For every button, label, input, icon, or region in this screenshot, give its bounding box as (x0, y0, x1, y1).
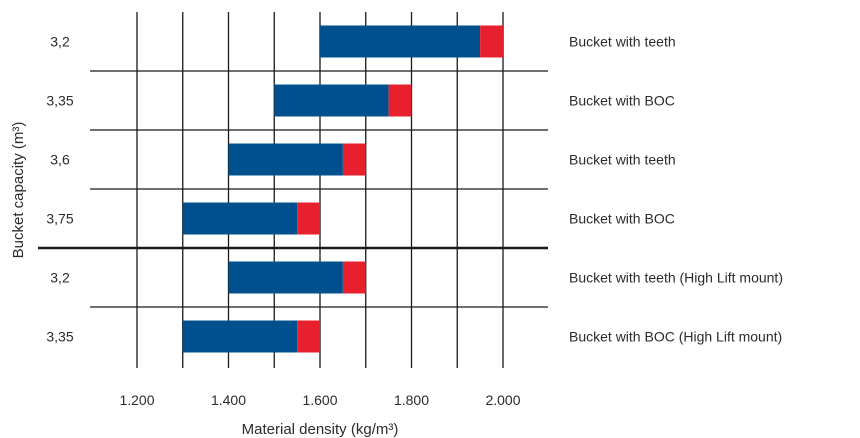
bar-main-row-5 (228, 261, 343, 294)
description-label-row-4: Bucket with BOC (569, 211, 675, 227)
x-tick-label-1600: 1.600 (302, 392, 337, 408)
description-label-row-2: Bucket with BOC (569, 93, 675, 109)
x-tick-label-1200: 1.200 (119, 392, 154, 408)
bar-extension-row-5 (342, 261, 366, 294)
bar-main-row-1 (320, 25, 481, 58)
bar-extension-row-1 (480, 25, 503, 58)
bar-extension-row-2 (388, 84, 412, 117)
capacity-label-row-5: 3,2 (50, 270, 70, 286)
x-tick-label-1400: 1.400 (211, 392, 246, 408)
labels: Bucket capacity (m³) Material density (k… (10, 34, 783, 438)
bar-main-row-6 (182, 320, 298, 353)
x-tick-label-2000: 2.000 (485, 392, 520, 408)
description-label-row-5: Bucket with teeth (High Lift mount) (569, 270, 783, 286)
bar-main-row-2 (274, 84, 389, 117)
capacity-label-row-2: 3,35 (46, 93, 73, 109)
bar-main-row-4 (182, 202, 298, 235)
description-label-row-3: Bucket with teeth (569, 152, 676, 168)
x-tick-label-1800: 1.800 (394, 392, 429, 408)
capacity-label-row-1: 3,2 (50, 34, 70, 50)
capacity-label-row-3: 3,6 (50, 152, 70, 168)
bar-extension-row-6 (297, 320, 320, 353)
description-label-row-1: Bucket with teeth (569, 34, 676, 50)
bar-extension-row-3 (342, 143, 366, 176)
bars (182, 25, 503, 353)
x-axis-title: Material density (kg/m³) (242, 421, 399, 438)
capacity-label-row-6: 3,35 (46, 329, 73, 345)
grid-lines (38, 12, 548, 368)
capacity-label-row-4: 3,75 (46, 211, 73, 227)
bar-extension-row-4 (297, 202, 320, 235)
y-axis-title: Bucket capacity (m³) (10, 122, 27, 259)
description-label-row-6: Bucket with BOC (High Lift mount) (569, 329, 782, 345)
bar-main-row-3 (228, 143, 343, 176)
